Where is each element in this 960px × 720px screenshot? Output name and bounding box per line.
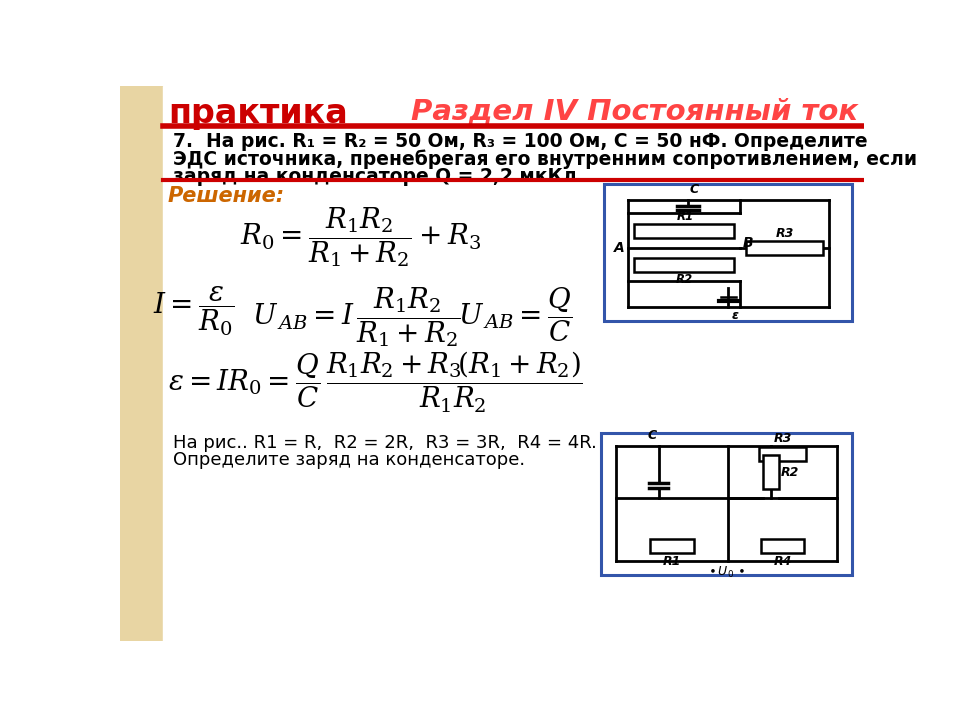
Text: A: A — [613, 241, 625, 255]
Text: практика: практика — [168, 97, 348, 130]
Bar — [759, 446, 805, 461]
Text: ЭДС источника, пренебрегая его внутренним сопротивлением, если: ЭДС источника, пренебрегая его внутренни… — [173, 150, 917, 169]
Text: R4: R4 — [774, 554, 792, 567]
Text: R3: R3 — [776, 227, 794, 240]
Bar — [634, 224, 733, 238]
Text: ε: ε — [732, 309, 738, 322]
Text: Определите заряд на конденсаторе.: Определите заряд на конденсаторе. — [173, 451, 525, 469]
Text: $U_{\,AB} = \dfrac{Q}{C}$: $U_{\,AB} = \dfrac{Q}{C}$ — [458, 285, 572, 343]
Text: R2: R2 — [780, 466, 799, 479]
Text: C: C — [648, 429, 657, 442]
Text: заряд на конденсаторе Q = 2,2 мкКл.: заряд на конденсаторе Q = 2,2 мкКл. — [173, 167, 584, 186]
Bar — [746, 241, 823, 255]
Text: C: C — [689, 183, 698, 196]
Bar — [601, 433, 852, 575]
Text: R2: R2 — [675, 273, 692, 286]
Text: $\varepsilon = IR_0 = \dfrac{Q}{C}\,\dfrac{R_1 R_2 + R_3\!\left(R_1 + R_2\right): $\varepsilon = IR_0 = \dfrac{Q}{C}\,\dfr… — [168, 350, 583, 415]
Text: B: B — [743, 236, 754, 251]
Text: R3: R3 — [774, 432, 792, 445]
Text: На рис.. R1 = R,  R2 = 2R,  R3 = 3R,  R4 = 4R.: На рис.. R1 = R, R2 = 2R, R3 = 3R, R4 = … — [173, 434, 596, 452]
Text: $\bullet\, U_0 \,\bullet$: $\bullet\, U_0 \,\bullet$ — [708, 564, 745, 580]
Text: Решение:: Решение: — [168, 186, 285, 206]
Text: $I = \dfrac{\varepsilon}{R_0}$: $I = \dfrac{\varepsilon}{R_0}$ — [153, 285, 234, 338]
Bar — [761, 539, 804, 553]
Text: R1: R1 — [663, 554, 682, 567]
Text: Раздел IV Постоянный ток: Раздел IV Постоянный ток — [411, 97, 858, 125]
Text: R1: R1 — [677, 210, 694, 223]
Text: $U_{\,AB} = I\,\dfrac{R_1 R_2}{R_1 + R_2}$: $U_{\,AB} = I\,\dfrac{R_1 R_2}{R_1 + R_2… — [252, 285, 461, 348]
Bar — [763, 455, 779, 489]
Text: 7.  На рис. R₁ = R₂ = 50 Ом, R₃ = 100 Ом, C = 50 нФ. Определите: 7. На рис. R₁ = R₂ = 50 Ом, R₃ = 100 Ом,… — [173, 132, 867, 150]
Bar — [634, 258, 733, 271]
Text: $R_0 = \dfrac{R_1 R_2}{R_1 + R_2} + R_3$: $R_0 = \dfrac{R_1 R_2}{R_1 + R_2} + R_3$ — [240, 206, 481, 269]
Bar — [651, 539, 694, 553]
Bar — [120, 86, 162, 641]
Bar — [605, 184, 852, 321]
